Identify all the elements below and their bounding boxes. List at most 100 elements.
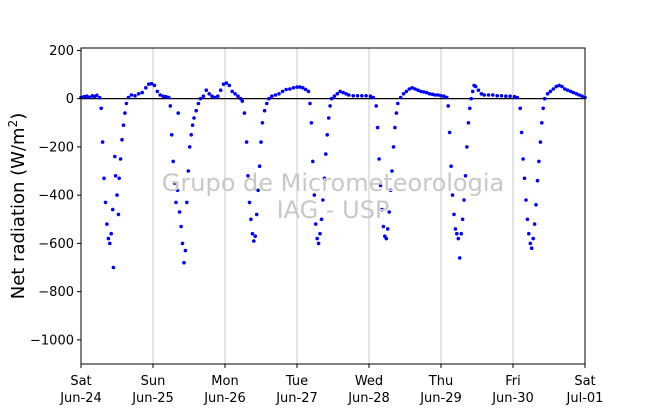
- data-point: [186, 169, 191, 173]
- data-point: [190, 123, 195, 127]
- x-tick-date: Jun-28: [347, 391, 390, 406]
- data-point: [447, 130, 452, 135]
- data-point: [121, 123, 126, 127]
- data-point: [419, 89, 423, 94]
- data-point: [387, 210, 392, 214]
- data-point: [129, 93, 134, 97]
- data-point: [176, 111, 180, 115]
- data-point: [312, 193, 317, 197]
- data-point: [347, 93, 351, 97]
- data-point: [187, 145, 192, 149]
- watermark-line-2: IAG - USP: [277, 196, 390, 224]
- data-point: [254, 212, 259, 217]
- x-tick-date: Jun-30: [491, 391, 534, 406]
- data-point: [528, 241, 533, 246]
- x-tick-date: Jun-24: [59, 391, 102, 406]
- data-point: [306, 89, 311, 94]
- x-tick-date: Jun-27: [275, 391, 318, 406]
- data-point: [167, 95, 171, 100]
- data-point: [577, 93, 581, 97]
- x-tick-day: Sun: [141, 374, 166, 389]
- data-point: [108, 241, 112, 246]
- data-point: [233, 92, 237, 96]
- data-point: [439, 94, 443, 98]
- data-point: [374, 104, 379, 108]
- x-axis-ticks: Sat Jun-24 Sun Jun-25 Mon Jun-26 Tue Jun-27 Wed J…: [59, 364, 603, 406]
- data-point: [375, 125, 380, 130]
- data-point: [133, 94, 137, 98]
- data-point: [221, 82, 226, 86]
- data-point: [177, 210, 182, 214]
- data-point: [136, 92, 141, 96]
- y-tick-label: −800: [38, 285, 74, 300]
- data-point: [486, 93, 491, 97]
- data-point: [385, 227, 390, 231]
- data-point: [216, 94, 220, 98]
- data-point: [316, 241, 321, 246]
- data-point: [534, 203, 538, 207]
- data-point: [421, 90, 426, 94]
- data-point: [244, 140, 249, 144]
- y-tick-label: 200: [49, 44, 74, 59]
- x-tick-day: Fri: [505, 374, 521, 389]
- data-point: [398, 95, 403, 100]
- data-point: [207, 92, 211, 96]
- data-point: [103, 200, 108, 205]
- y-axis-label-sup: 2: [6, 120, 20, 128]
- data-point: [262, 108, 267, 113]
- data-point: [565, 88, 570, 92]
- data-point: [452, 212, 456, 217]
- data-point: [380, 207, 384, 212]
- data-point: [270, 94, 274, 98]
- data-point: [99, 106, 103, 111]
- data-point: [253, 234, 257, 238]
- data-point: [377, 157, 381, 161]
- data-point: [537, 159, 541, 164]
- data-point: [301, 86, 305, 90]
- watermark: Grupo de Micrometeorologia IAG - USP: [162, 169, 504, 224]
- data-point: [469, 96, 474, 101]
- x-tick-day: Thu: [428, 374, 453, 389]
- data-point: [388, 188, 393, 193]
- data-point: [360, 94, 364, 98]
- data-point: [85, 94, 89, 98]
- data-point: [110, 207, 115, 212]
- data-point: [344, 92, 348, 96]
- data-point: [476, 88, 481, 92]
- x-tick-day: Wed: [355, 374, 383, 389]
- data-point: [158, 93, 162, 97]
- data-point: [196, 101, 201, 106]
- data-point: [111, 265, 116, 270]
- data-point: [482, 93, 487, 97]
- data-point: [189, 133, 193, 137]
- data-point: [260, 121, 265, 125]
- data-point: [465, 145, 469, 149]
- data-point: [118, 157, 123, 161]
- data-point: [453, 227, 458, 231]
- data-point: [155, 89, 160, 94]
- data-point: [106, 236, 111, 241]
- watermark-line-1: Grupo de Micrometeorologia: [162, 169, 504, 197]
- data-point: [328, 104, 332, 108]
- data-point: [218, 88, 223, 92]
- data-point: [204, 88, 209, 92]
- data-point: [291, 86, 296, 90]
- data-point: [242, 111, 247, 115]
- data-point: [230, 89, 234, 94]
- data-point: [504, 94, 508, 98]
- data-point: [390, 169, 394, 173]
- data-point: [424, 90, 429, 95]
- data-point: [338, 89, 343, 94]
- data-point: [433, 93, 438, 97]
- data-point: [515, 95, 520, 100]
- data-point: [466, 121, 471, 125]
- data-point: [462, 198, 466, 202]
- data-point: [522, 176, 527, 181]
- y-axis-label: Net radiation (W/m2): [6, 113, 29, 300]
- data-point: [538, 140, 543, 144]
- data-point: [315, 236, 320, 241]
- data-point: [491, 93, 495, 97]
- y-axis-ticks: 200 0 −200 −400 −600 −800 −1000: [30, 44, 81, 348]
- data-point: [381, 224, 386, 229]
